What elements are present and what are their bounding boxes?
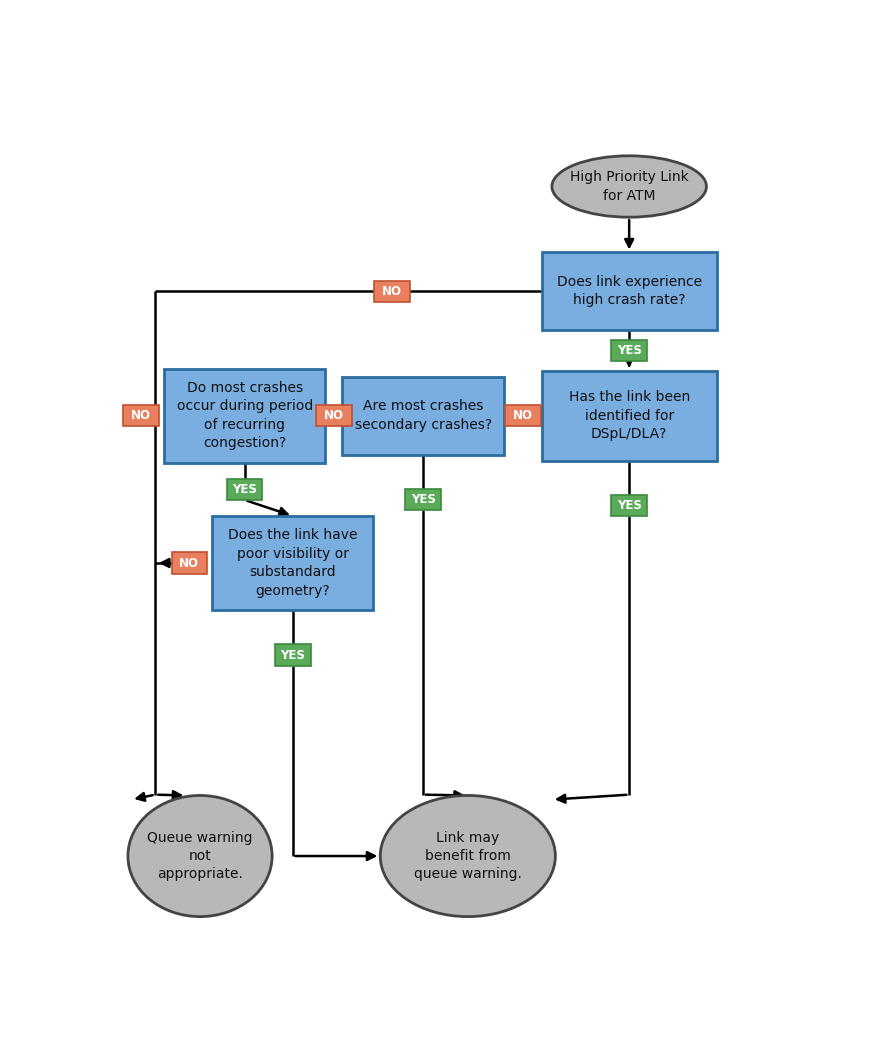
Text: Does link experience
high crash rate?: Does link experience high crash rate? — [556, 275, 702, 307]
FancyBboxPatch shape — [405, 489, 441, 510]
FancyBboxPatch shape — [212, 516, 373, 610]
Text: YES: YES — [411, 493, 436, 506]
Text: NO: NO — [179, 557, 199, 570]
FancyBboxPatch shape — [316, 405, 352, 426]
Text: YES: YES — [232, 483, 257, 495]
FancyBboxPatch shape — [375, 281, 410, 302]
Text: Link may
benefit from
queue warning.: Link may benefit from queue warning. — [414, 830, 522, 881]
Text: NO: NO — [513, 409, 532, 422]
Text: Are most crashes
secondary crashes?: Are most crashes secondary crashes? — [354, 400, 492, 432]
FancyBboxPatch shape — [611, 495, 647, 517]
FancyBboxPatch shape — [541, 371, 717, 460]
Text: NO: NO — [131, 409, 152, 422]
FancyBboxPatch shape — [611, 340, 647, 361]
Text: YES: YES — [617, 344, 641, 357]
Ellipse shape — [128, 795, 272, 916]
Text: Does the link have
poor visibility or
substandard
geometry?: Does the link have poor visibility or su… — [228, 528, 357, 597]
FancyBboxPatch shape — [343, 376, 504, 455]
FancyBboxPatch shape — [227, 478, 262, 500]
Text: NO: NO — [382, 285, 402, 298]
Text: High Priority Link
for ATM: High Priority Link for ATM — [570, 170, 688, 203]
Text: Do most crashes
occur during period
of recurring
congestion?: Do most crashes occur during period of r… — [176, 381, 313, 451]
Text: Has the link been
identified for
DSpL/DLA?: Has the link been identified for DSpL/DL… — [569, 390, 690, 441]
FancyBboxPatch shape — [123, 405, 159, 426]
FancyBboxPatch shape — [172, 553, 207, 574]
FancyBboxPatch shape — [164, 369, 325, 462]
Ellipse shape — [380, 795, 556, 916]
FancyBboxPatch shape — [505, 405, 540, 426]
Ellipse shape — [552, 156, 706, 217]
FancyBboxPatch shape — [541, 252, 717, 331]
Text: Queue warning
not
appropriate.: Queue warning not appropriate. — [147, 830, 253, 881]
Text: NO: NO — [324, 409, 344, 422]
FancyBboxPatch shape — [275, 644, 311, 665]
Text: YES: YES — [280, 648, 305, 661]
Text: YES: YES — [617, 500, 641, 512]
